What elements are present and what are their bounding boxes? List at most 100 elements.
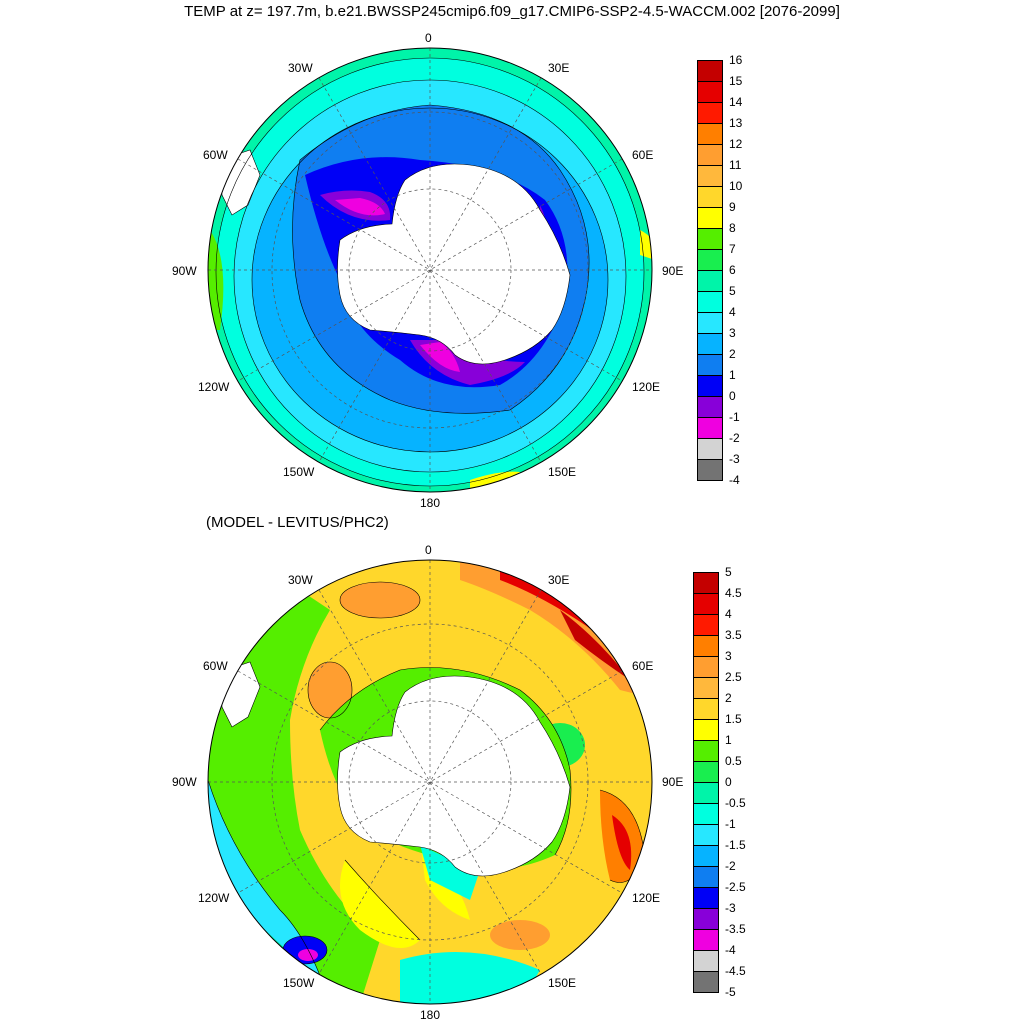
top-lon-180: 180 <box>420 496 441 510</box>
bottom-colorbar-tick-label: 0 <box>725 775 732 789</box>
bottom-lon-0: 0 <box>425 543 432 557</box>
bottom-colorbar-swatch <box>693 635 719 657</box>
bottom-colorbar-swatch <box>693 887 719 909</box>
top-map-border <box>207 47 653 493</box>
bottom-colorbar-swatch <box>693 740 719 762</box>
top-colorbar-tick-label: 3 <box>729 326 736 340</box>
top-colorbar-swatch <box>697 438 723 460</box>
bottom-colorbar-tick-label: -2.5 <box>725 880 746 894</box>
top-colorbar-swatch <box>697 186 723 208</box>
bottom-colorbar-tick-label: 1.5 <box>725 712 742 726</box>
top-lon-60e: 60E <box>632 148 654 162</box>
top-colorbar-swatch <box>697 396 723 418</box>
bottom-colorbar: 5 4.5 4 3.5 3 2.5 2 1.5 1 0.5 0 -0.5 -1 -1.5 -2 -2.5 -3 -… <box>693 566 773 998</box>
top-colorbar-swatch <box>697 123 723 145</box>
top-colorbar-tick-label: 6 <box>729 263 736 277</box>
top-colorbar-swatch <box>697 81 723 103</box>
top-colorbar-tick-label: 15 <box>729 74 743 88</box>
bottom-colorbar-tick-label: 3.5 <box>725 628 742 642</box>
top-colorbar-tick-label: 7 <box>729 242 736 256</box>
bottom-lon-150e: 150E <box>548 976 577 990</box>
top-colorbar-tick-label: 4 <box>729 305 736 319</box>
bottom-map-border <box>207 559 653 1005</box>
top-colorbar-swatch <box>697 312 723 334</box>
bottom-colorbar-tick-label: -3 <box>725 901 736 915</box>
top-colorbar-swatch <box>697 459 723 481</box>
bottom-colorbar-swatch <box>693 698 719 720</box>
top-colorbar-tick-label: -4 <box>729 473 740 487</box>
bottom-colorbar-tick-label: -5 <box>725 985 736 999</box>
bottom-colorbar-swatch <box>693 677 719 699</box>
top-colorbar-swatch <box>697 249 723 271</box>
top-colorbar-tick-label: 13 <box>729 116 743 130</box>
bottom-colorbar-tick-label: 4 <box>725 607 732 621</box>
top-colorbar-tick-label: 1 <box>729 368 736 382</box>
figure-title: TEMP at z= 197.7m, b.e21.BWSSP245cmip6.f… <box>184 3 840 20</box>
top-colorbar-swatch <box>697 333 723 355</box>
bottom-lon-90w: 90W <box>172 775 197 789</box>
bottom-lon-120e: 120E <box>632 891 661 905</box>
top-lon-0: 0 <box>425 31 432 45</box>
bottom-colorbar-swatch <box>693 614 719 636</box>
bottom-colorbar-swatch <box>693 803 719 825</box>
top-colorbar-swatch <box>697 354 723 376</box>
top-lon-90w: 90W <box>172 264 197 278</box>
top-colorbar-swatch <box>697 417 723 439</box>
bottom-colorbar-swatch <box>693 761 719 783</box>
bottom-lon-60w: 60W <box>203 659 228 673</box>
top-colorbar-tick-label: 2 <box>729 347 736 361</box>
top-colorbar-tick-label: -3 <box>729 452 740 466</box>
top-colorbar-tick-label: 9 <box>729 200 736 214</box>
bottom-lon-150w: 150W <box>283 976 315 990</box>
bottom-colorbar-tick-label: 1 <box>725 733 732 747</box>
bottom-colorbar-swatch <box>693 782 719 804</box>
top-colorbar-tick-label: 0 <box>729 389 736 403</box>
top-colorbar-swatch <box>697 270 723 292</box>
bottom-colorbar-tick-label: 2.5 <box>725 670 742 684</box>
bottom-colorbar-swatch <box>693 593 719 615</box>
bottom-colorbar-swatch <box>693 845 719 867</box>
bottom-colorbar-tick-label: 5 <box>725 565 732 579</box>
top-colorbar-swatch <box>697 291 723 313</box>
top-lon-150w: 150W <box>283 465 315 479</box>
top-colorbar-swatch <box>697 375 723 397</box>
bottom-lon-30e: 30E <box>548 573 570 587</box>
bottom-colorbar-swatch <box>693 719 719 741</box>
top-lon-90e: 90E <box>662 264 684 278</box>
top-lon-60w: 60W <box>203 148 228 162</box>
top-lon-30e: 30E <box>548 61 570 75</box>
bottom-colorbar-tick-label: -4 <box>725 943 736 957</box>
bottom-lon-60e: 60E <box>632 659 654 673</box>
bottom-colorbar-swatch <box>693 572 719 594</box>
bottom-difference-map <box>208 560 652 1004</box>
bottom-colorbar-swatch <box>693 824 719 846</box>
top-colorbar-tick-label: 8 <box>729 221 736 235</box>
bottom-colorbar-swatch <box>693 656 719 678</box>
top-temperature-map <box>208 48 652 492</box>
top-lon-120e: 120E <box>632 380 661 394</box>
top-colorbar-tick-label: -2 <box>729 431 740 445</box>
bottom-colorbar-swatch <box>693 950 719 972</box>
top-lon-120w: 120W <box>198 380 230 394</box>
bottom-colorbar-swatch <box>693 971 719 993</box>
bottom-colorbar-tick-label: -1 <box>725 817 736 831</box>
bottom-lon-180: 180 <box>420 1008 441 1022</box>
bottom-lon-30w: 30W <box>288 573 313 587</box>
bottom-colorbar-swatch <box>693 908 719 930</box>
top-colorbar-swatch <box>697 60 723 82</box>
bottom-colorbar-tick-label: 3 <box>725 649 732 663</box>
top-colorbar-swatch <box>697 144 723 166</box>
top-colorbar-swatch <box>697 165 723 187</box>
bottom-colorbar-tick-label: -2 <box>725 859 736 873</box>
difference-panel-title: (MODEL - LEVITUS/PHC2) <box>206 514 389 531</box>
bottom-colorbar-tick-label: 4.5 <box>725 586 742 600</box>
top-lon-30w: 30W <box>288 61 313 75</box>
bottom-colorbar-tick-label: -4.5 <box>725 964 746 978</box>
top-colorbar-tick-label: 12 <box>729 137 743 151</box>
top-colorbar-tick-label: 11 <box>729 158 742 172</box>
top-colorbar-tick-label: 10 <box>729 179 743 193</box>
bottom-colorbar-swatch <box>693 866 719 888</box>
top-colorbar: 16 15 14 13 12 11 10 9 8 7 6 5 4 3 2 1 0 -1 -2 -3 -4 <box>697 54 777 486</box>
bottom-colorbar-tick-label: 2 <box>725 691 732 705</box>
